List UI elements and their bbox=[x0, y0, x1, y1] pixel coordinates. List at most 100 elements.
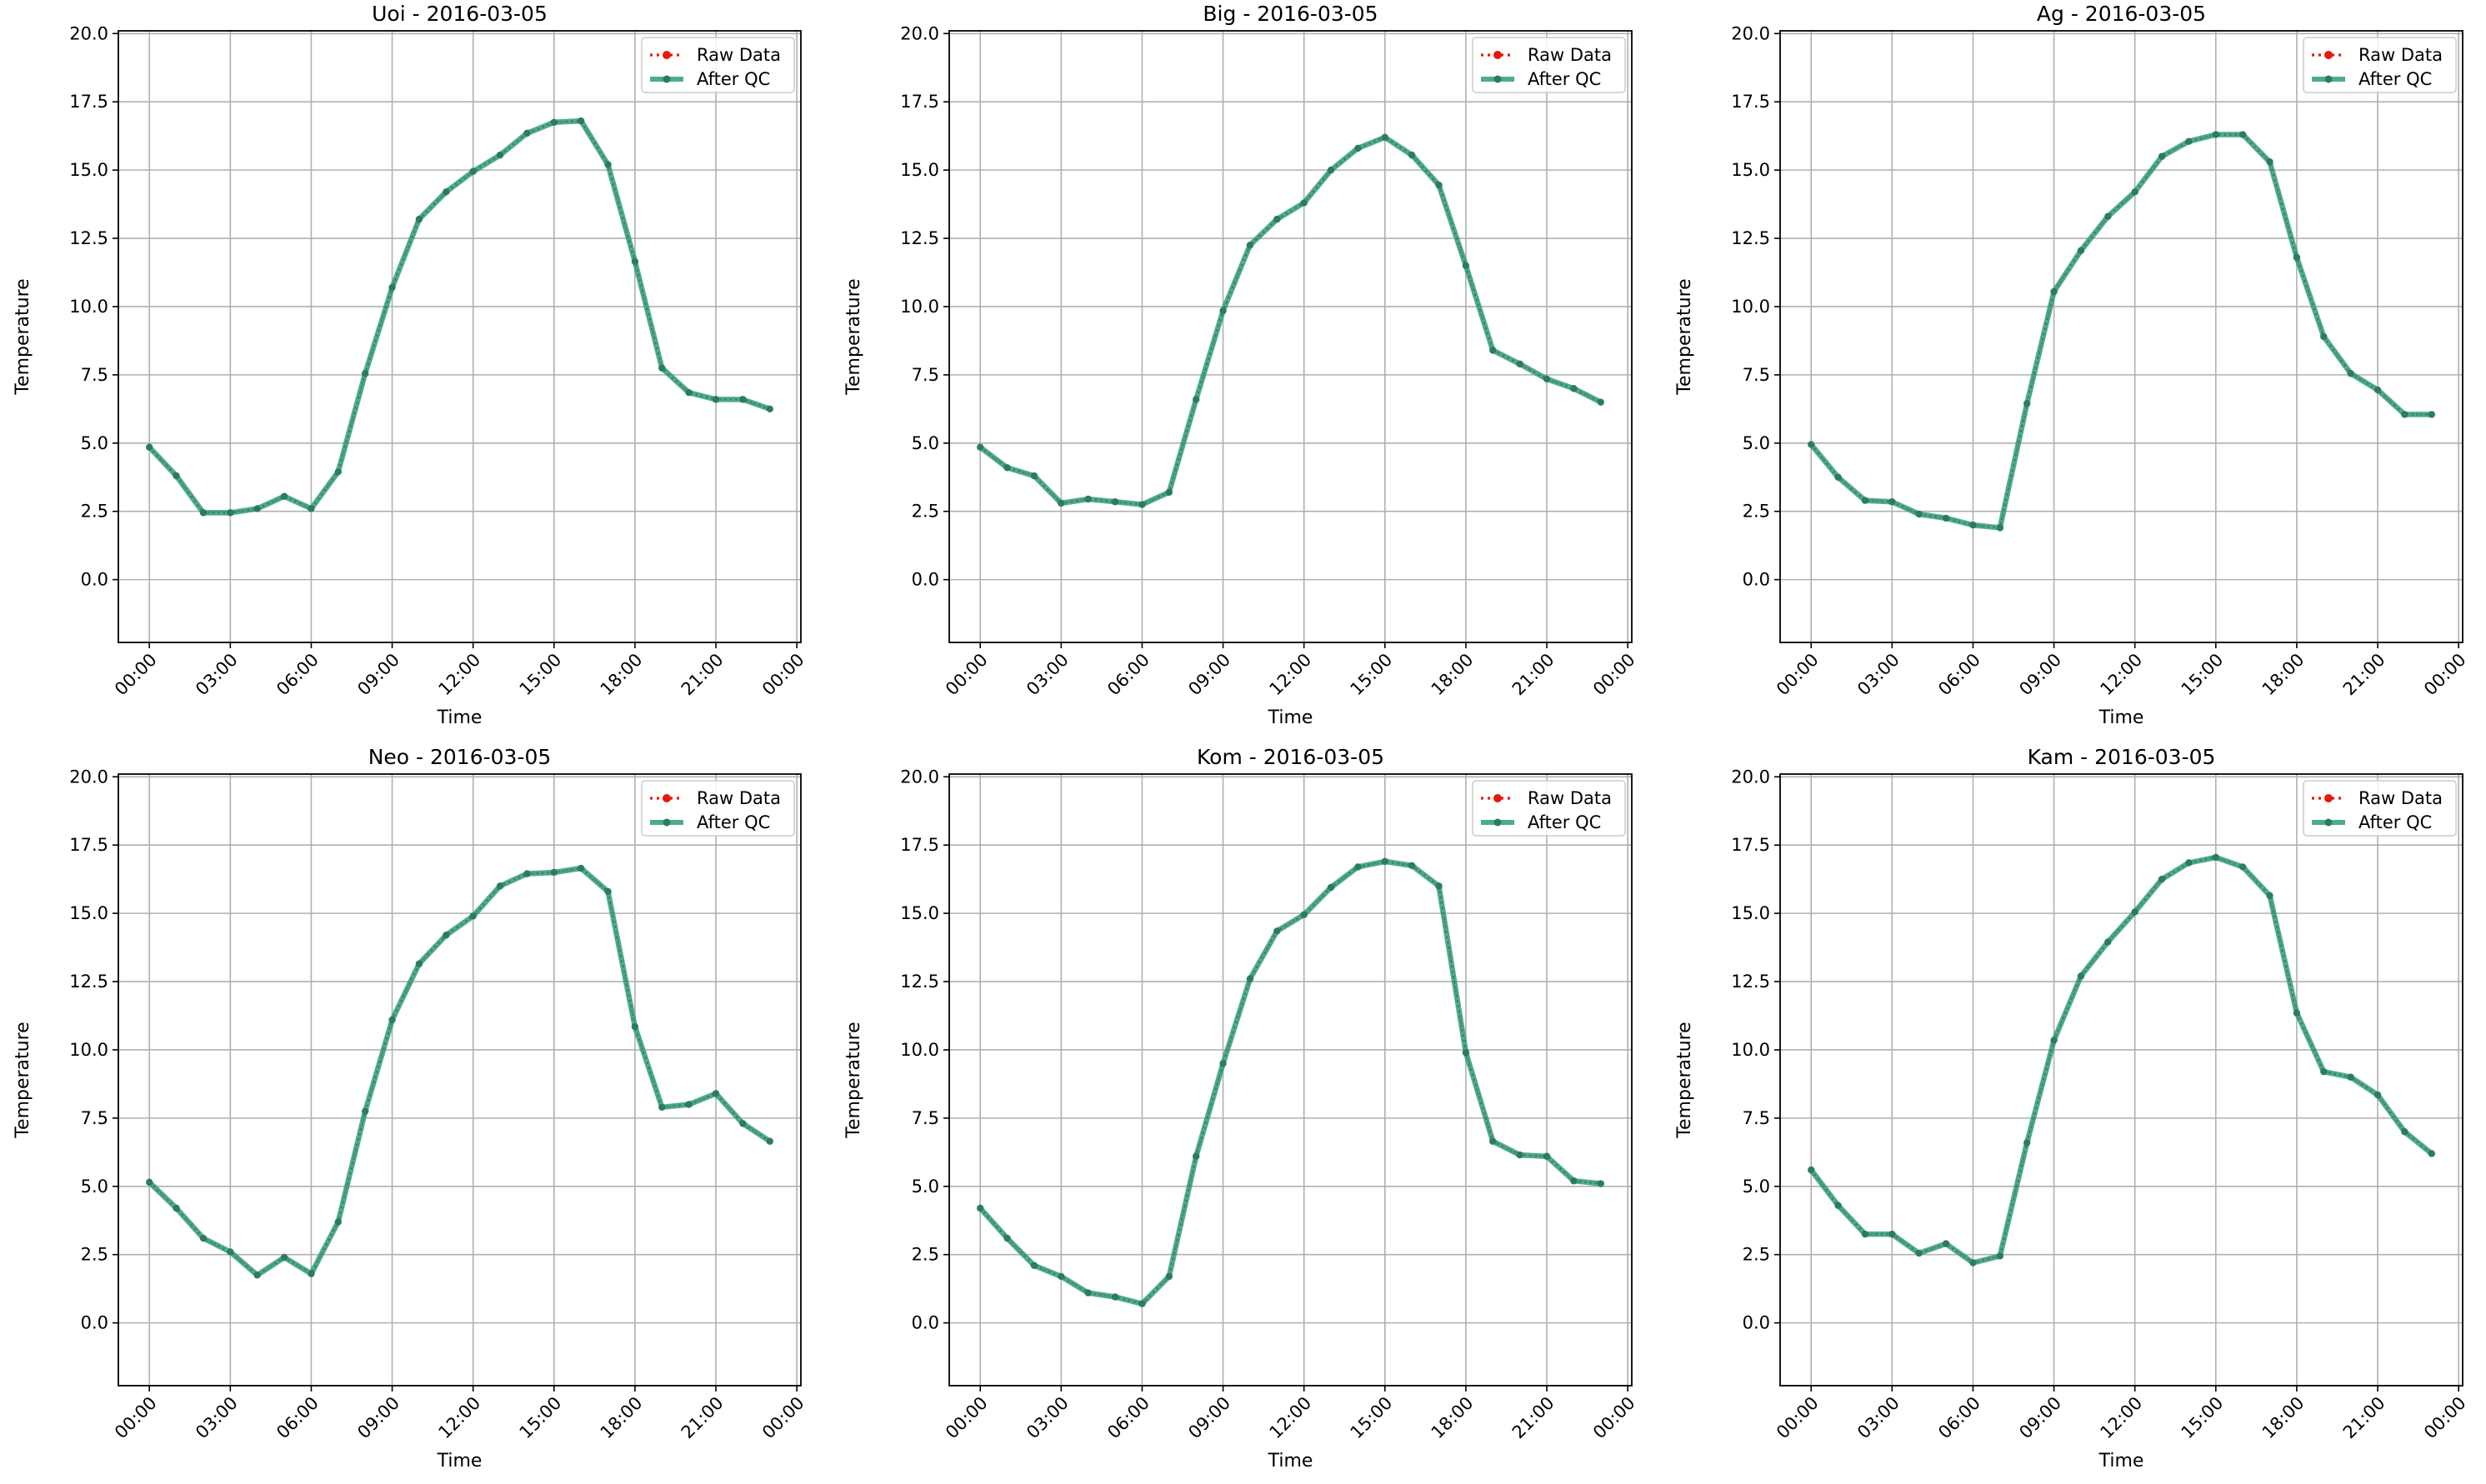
y-tick-label: 20.0 bbox=[900, 767, 939, 787]
data-point-after-qc bbox=[604, 887, 612, 896]
x-tick-label: 15:00 bbox=[516, 1393, 566, 1443]
y-tick-label: 20.0 bbox=[69, 23, 108, 43]
y-tick-label: 12.5 bbox=[900, 972, 939, 992]
x-tick-label: 18:00 bbox=[2258, 650, 2308, 700]
y-tick-label: 5.0 bbox=[1743, 433, 1770, 453]
data-point-after-qc bbox=[2320, 332, 2328, 341]
legend-marker-after-qc bbox=[663, 818, 671, 827]
legend-label-after-qc: After QC bbox=[1528, 69, 1601, 89]
y-tick-label: 20.0 bbox=[1731, 23, 1770, 43]
x-tick-label: 21:00 bbox=[1508, 1393, 1558, 1443]
x-tick-label: 12:00 bbox=[2096, 1393, 2146, 1443]
x-tick-label: 00:00 bbox=[942, 1393, 992, 1443]
data-point-after-qc bbox=[1192, 396, 1200, 403]
x-tick-label: 00:00 bbox=[942, 650, 992, 700]
data-point-after-qc bbox=[280, 492, 288, 500]
series-line-raw-data bbox=[148, 867, 771, 1277]
x-tick-label: 09:00 bbox=[1184, 650, 1234, 700]
subplot-title: Uoi - 2016-03-05 bbox=[372, 2, 548, 26]
data-point-after-qc bbox=[2238, 863, 2247, 871]
data-point-after-qc bbox=[469, 912, 477, 920]
y-tick-label: 17.5 bbox=[1731, 92, 1770, 112]
legend-label-raw-data: Raw Data bbox=[697, 45, 781, 65]
legend: Raw Data After QC bbox=[1472, 780, 1626, 837]
data-point-after-qc bbox=[1111, 498, 1119, 506]
data-point-after-qc bbox=[2104, 212, 2112, 221]
y-tick-label: 2.5 bbox=[1743, 502, 1770, 522]
data-point-after-qc bbox=[577, 864, 585, 872]
subplot-title: Kam - 2016-03-05 bbox=[2028, 745, 2216, 769]
data-point-after-qc bbox=[1435, 181, 1443, 189]
data-point-after-qc bbox=[1969, 521, 1977, 529]
legend-label-raw-data: Raw Data bbox=[2358, 788, 2443, 808]
x-tick-label: 12:00 bbox=[1265, 650, 1315, 700]
x-axis-label: Time bbox=[437, 707, 483, 728]
legend-label-after-qc: After QC bbox=[2358, 69, 2432, 89]
data-point-after-qc bbox=[1942, 514, 1950, 522]
data-point-after-qc bbox=[1570, 1177, 1578, 1185]
y-tick-label: 7.5 bbox=[1743, 1108, 1770, 1128]
data-point-after-qc bbox=[1246, 242, 1254, 249]
y-tick-label: 17.5 bbox=[900, 835, 939, 855]
legend-label-raw-data: Raw Data bbox=[1528, 45, 1612, 65]
data-point-after-qc bbox=[199, 1234, 208, 1242]
x-tick-label: 09:00 bbox=[2015, 1393, 2065, 1443]
y-axis-label: Temperature bbox=[1674, 278, 1695, 395]
y-axis-label: Temperature bbox=[13, 278, 33, 395]
legend-marker-after-qc bbox=[1493, 75, 1502, 83]
data-point-after-qc bbox=[1462, 1049, 1470, 1057]
series-line-raw-data-overlay bbox=[148, 867, 771, 1277]
data-point-after-qc bbox=[415, 215, 423, 223]
y-tick-label: 2.5 bbox=[1743, 1245, 1770, 1265]
y-axis-label: Temperature bbox=[843, 278, 864, 395]
subplot-2: Big - 2016-03-05 0.0 2.5 5.0 7.5 10.0 12.5 15.0… bbox=[843, 2, 1639, 728]
x-tick-label: 03:00 bbox=[192, 650, 242, 700]
legend-label-after-qc: After QC bbox=[697, 69, 770, 89]
y-tick-label: 5.0 bbox=[1743, 1177, 1770, 1197]
subplot-3: Ag - 2016-03-05 0.0 2.5 5.0 7.5 10.0 12.5 15.0 1… bbox=[1674, 2, 2470, 728]
legend: Raw Data After QC bbox=[641, 37, 795, 93]
data-point-after-qc bbox=[227, 509, 234, 517]
y-tick-label: 5.0 bbox=[81, 1177, 108, 1197]
data-point-after-qc bbox=[173, 472, 180, 480]
x-tick-label: 06:00 bbox=[1934, 1393, 1984, 1443]
legend-label-raw-data: Raw Data bbox=[2358, 45, 2443, 65]
legend-label-raw-data: Raw Data bbox=[1528, 788, 1612, 808]
y-tick-label: 12.5 bbox=[69, 972, 108, 992]
subplot-title: Ag - 2016-03-05 bbox=[2037, 2, 2206, 26]
data-point-after-qc bbox=[550, 118, 558, 126]
y-tick-label: 0.0 bbox=[1743, 1313, 1770, 1333]
legend: Raw Data After QC bbox=[2303, 780, 2457, 837]
x-tick-label: 03:00 bbox=[1853, 650, 1903, 700]
data-point-after-qc bbox=[550, 868, 558, 877]
data-point-after-qc bbox=[1111, 1293, 1119, 1301]
data-point-after-qc bbox=[469, 167, 477, 175]
x-tick-label: 21:00 bbox=[2339, 650, 2389, 700]
x-tick-label: 12:00 bbox=[434, 1393, 484, 1443]
data-point-after-qc bbox=[1138, 1300, 1146, 1307]
legend-marker-raw-data bbox=[663, 51, 671, 59]
x-tick-label: 12:00 bbox=[434, 650, 484, 700]
data-point-after-qc bbox=[2401, 1128, 2408, 1136]
data-point-after-qc bbox=[2158, 875, 2166, 883]
legend-label-after-qc: After QC bbox=[2358, 812, 2432, 832]
y-tick-label: 7.5 bbox=[81, 1108, 108, 1128]
x-tick-label: 00:00 bbox=[111, 1393, 161, 1443]
subplot-title: Big - 2016-03-05 bbox=[1203, 2, 1378, 26]
legend-marker-raw-data bbox=[663, 794, 671, 802]
x-tick-label: 21:00 bbox=[2339, 1393, 2389, 1443]
x-tick-label: 18:00 bbox=[1428, 1393, 1478, 1443]
y-tick-label: 2.5 bbox=[81, 502, 108, 522]
data-point-after-qc bbox=[1834, 1202, 1842, 1209]
x-tick-label: 06:00 bbox=[273, 1393, 323, 1443]
y-tick-label: 0.0 bbox=[912, 1313, 939, 1333]
y-tick-label: 15.0 bbox=[1731, 160, 1770, 180]
x-tick-label: 15:00 bbox=[2178, 1393, 2228, 1443]
x-tick-label: 00:00 bbox=[2420, 650, 2470, 700]
legend-label-after-qc: After QC bbox=[697, 812, 770, 832]
series-line-raw-data-overlay bbox=[1810, 856, 2433, 1264]
legend-marker-raw-data bbox=[2324, 51, 2333, 59]
x-tick-label: 18:00 bbox=[597, 650, 647, 700]
x-tick-label: 18:00 bbox=[2258, 1393, 2308, 1443]
legend: Raw Data After QC bbox=[1472, 37, 1626, 93]
